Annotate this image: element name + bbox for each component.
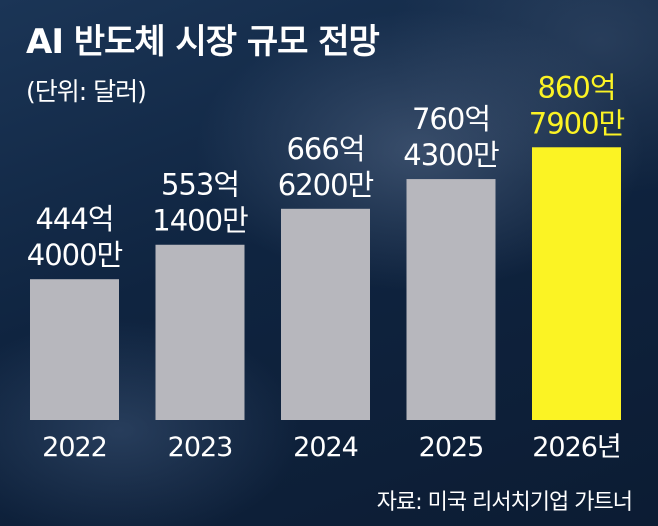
x-tick-2024: 2024 [293,432,358,463]
data-label-2022-line1: 444억 [35,202,113,236]
x-tick-2026: 2026년 [532,432,621,463]
x-tick-2022: 2022 [42,432,107,463]
bar-2022 [30,279,119,420]
bar-2025 [406,179,496,420]
data-label-2025-line1: 760억 [412,102,490,136]
unit-label: (단위: 달러) [26,77,147,106]
data-label-2023-line1: 553억 [161,168,239,202]
data-label-2026-line1: 860억 [537,70,615,104]
chart-title: AI 반도체 시장 규모 전망 [26,22,380,62]
data-label-2024-line2: 6200만 [278,168,374,202]
bar-2024 [281,208,370,420]
bar-2023 [155,244,245,420]
data-label-2025-line2: 4300만 [403,138,499,172]
source-note: 자료: 미국 리서치기업 가트너 [376,490,633,515]
bar-2026 [532,147,621,420]
x-tick-2025: 2025 [419,432,484,463]
data-label-2024-line1: 666억 [286,132,364,166]
data-label-2023-line2: 1400만 [152,204,248,238]
x-tick-2023: 2023 [168,432,233,463]
data-label-2026-line2: 7900만 [529,106,625,140]
data-label-2022-line2: 4000만 [27,238,123,272]
